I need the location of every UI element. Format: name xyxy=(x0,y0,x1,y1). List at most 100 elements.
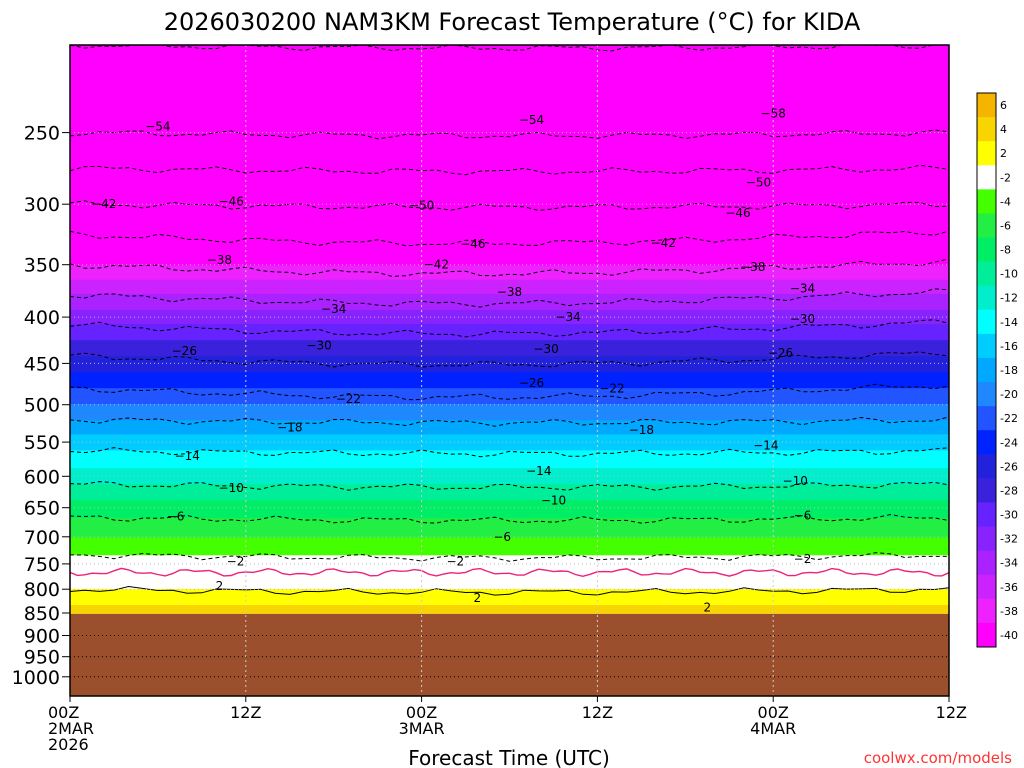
field-band xyxy=(70,311,949,315)
colorbar-swatch xyxy=(977,598,996,624)
x-tick-label: 3MAR xyxy=(399,719,445,738)
field-band xyxy=(70,254,949,258)
field-band xyxy=(70,48,949,51)
contour-label: −6 xyxy=(167,510,185,524)
field-band xyxy=(70,452,949,455)
contour-label: −38 xyxy=(740,260,765,274)
contour-label: −42 xyxy=(424,258,449,272)
field-band xyxy=(70,68,949,71)
field-band xyxy=(70,281,949,284)
colorbar-label: -4 xyxy=(1000,195,1011,208)
field-band xyxy=(70,484,949,487)
field-band xyxy=(70,544,949,547)
field-band xyxy=(70,389,949,393)
field-band xyxy=(70,128,949,131)
isotherm-line xyxy=(70,319,949,338)
colorbar-label: -22 xyxy=(1000,412,1018,425)
field-band xyxy=(70,251,949,254)
colorbar-label: -6 xyxy=(1000,220,1011,233)
field-band xyxy=(70,525,949,528)
field-band xyxy=(70,398,949,402)
field-band xyxy=(70,375,949,379)
field-band xyxy=(70,206,949,210)
field-band xyxy=(70,597,949,601)
colorbar-label: -12 xyxy=(1000,292,1018,305)
field-band xyxy=(70,379,949,382)
field-band xyxy=(70,384,949,387)
field-band xyxy=(70,405,949,409)
field-band xyxy=(70,407,949,411)
field-band xyxy=(70,52,949,55)
field-band xyxy=(70,299,949,302)
colorbar-swatch xyxy=(977,117,996,142)
field-band xyxy=(70,429,949,432)
field-band xyxy=(70,434,949,437)
field-band xyxy=(70,526,949,530)
field-band xyxy=(70,100,949,103)
field-band xyxy=(70,57,949,60)
field-band xyxy=(70,372,949,375)
field-band xyxy=(70,402,949,405)
y-tick-label: 850 xyxy=(24,603,60,625)
field-band xyxy=(70,496,949,499)
isotherm-line xyxy=(70,481,949,491)
y-tick-label: 700 xyxy=(24,527,60,549)
field-band xyxy=(70,279,949,283)
field-band xyxy=(70,333,949,336)
watermark: coolwx.com/models xyxy=(864,749,1012,767)
field-band xyxy=(70,185,949,188)
field-band xyxy=(70,89,949,92)
field-band xyxy=(70,469,949,473)
field-band xyxy=(70,517,949,521)
field-band xyxy=(70,325,949,329)
field-band xyxy=(70,174,949,178)
field-band xyxy=(70,441,949,444)
field-band xyxy=(70,528,949,531)
field-band xyxy=(70,512,949,515)
field-band xyxy=(70,313,949,316)
field-band xyxy=(70,382,949,386)
field-band xyxy=(70,153,949,156)
plot-area: −54 −54 −58 −50 −42 −46 −50 −46 −46 −42 −38 −42 −38 −… xyxy=(69,44,950,697)
colorbar-label: -18 xyxy=(1000,364,1018,377)
field-band xyxy=(70,94,949,98)
colorbar-swatch xyxy=(977,574,996,600)
field-band xyxy=(70,219,949,222)
field-band xyxy=(70,149,949,153)
field-band xyxy=(70,418,949,421)
field-band xyxy=(70,413,949,416)
field-band xyxy=(70,231,949,235)
contour-label: −6 xyxy=(493,530,511,544)
field-band xyxy=(70,457,949,460)
x-tick-label: 2026 xyxy=(48,735,89,754)
field-band xyxy=(70,93,949,96)
y-tick-label: 950 xyxy=(24,647,60,669)
field-band xyxy=(70,583,949,587)
field-band xyxy=(70,334,949,338)
field-band xyxy=(70,238,949,242)
colorbar-label: -34 xyxy=(1000,557,1018,570)
field-band xyxy=(70,121,949,124)
field-band xyxy=(70,249,949,252)
contour-label: −14 xyxy=(526,464,551,478)
field-band xyxy=(70,425,949,428)
field-band xyxy=(70,530,949,533)
field-band xyxy=(70,125,949,128)
field-band xyxy=(70,366,949,370)
colorbar-swatch xyxy=(977,526,996,552)
field-band xyxy=(70,132,949,135)
field-band xyxy=(70,151,949,155)
field-band xyxy=(70,171,949,174)
colorbar-swatch xyxy=(977,502,996,527)
field-band xyxy=(70,500,949,503)
field-band xyxy=(70,505,949,508)
field-band xyxy=(70,126,949,130)
y-tick-label: 400 xyxy=(24,307,60,329)
field-band xyxy=(70,144,949,147)
field-band xyxy=(70,244,949,247)
field-band xyxy=(70,260,949,263)
field-band xyxy=(70,288,949,291)
field-band xyxy=(70,213,949,217)
field-band xyxy=(70,491,949,494)
